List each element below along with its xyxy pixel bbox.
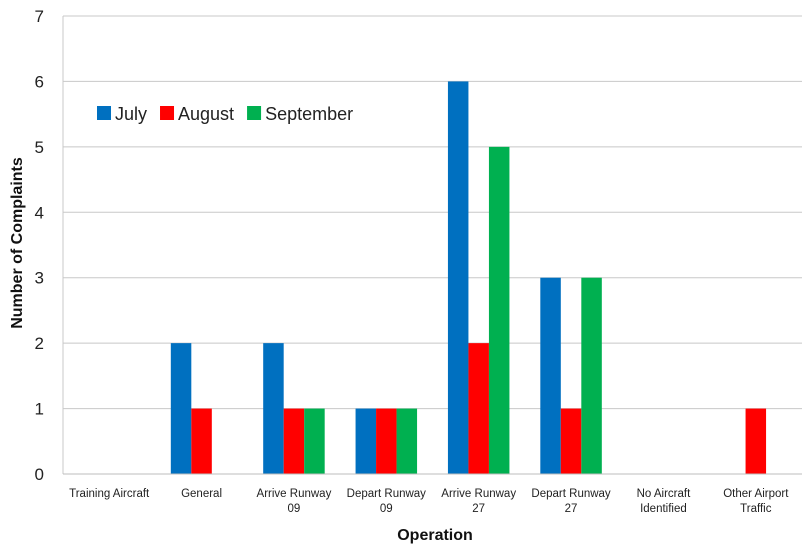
bar-august bbox=[191, 408, 212, 474]
x-tick-label: Traffic bbox=[740, 503, 772, 515]
bar-september bbox=[396, 408, 418, 474]
x-tick-labels: Training Aircraft General Arrive Runway 09 D… bbox=[69, 488, 789, 515]
x-tick-label: Arrive Runway bbox=[257, 488, 332, 500]
bar-july bbox=[263, 343, 284, 474]
y-tick-label: 1 bbox=[35, 400, 44, 419]
legend-swatch-september bbox=[247, 106, 262, 120]
bar-september bbox=[488, 146, 510, 474]
y-tick-label: 2 bbox=[35, 334, 44, 353]
x-axis-title: Operation bbox=[397, 527, 473, 544]
legend-swatch-august bbox=[160, 106, 175, 120]
x-tick-label: 27 bbox=[472, 503, 485, 515]
bar-august bbox=[468, 343, 489, 474]
x-tick-label: 09 bbox=[380, 503, 393, 515]
bar-september bbox=[581, 277, 602, 474]
bar-august bbox=[560, 408, 582, 474]
y-tick-labels: 0 1 2 3 4 5 6 7 bbox=[35, 7, 44, 484]
y-tick-label: 7 bbox=[35, 7, 44, 26]
y-tick-label: 4 bbox=[35, 203, 44, 222]
bar-july bbox=[447, 81, 469, 474]
legend-label-september: September bbox=[265, 104, 353, 124]
y-tick-label: 6 bbox=[35, 72, 44, 91]
y-tick-label: 5 bbox=[35, 138, 44, 157]
x-tick-label: Depart Runway bbox=[531, 488, 611, 500]
x-tick-label: 27 bbox=[565, 503, 578, 515]
bar-september bbox=[304, 408, 325, 474]
x-tick-label: General bbox=[181, 488, 222, 500]
y-tick-label: 0 bbox=[35, 465, 44, 484]
x-tick-label: Training Aircraft bbox=[69, 488, 150, 500]
x-tick-label: Depart Runway bbox=[347, 488, 427, 500]
legend: July August September bbox=[97, 104, 353, 124]
bar-july bbox=[170, 343, 192, 474]
bar-july bbox=[355, 408, 377, 474]
bars bbox=[170, 81, 767, 474]
bar-july bbox=[540, 277, 561, 474]
bar-august bbox=[376, 408, 397, 474]
x-tick-label: Identified bbox=[640, 503, 687, 515]
legend-swatch-july bbox=[97, 106, 111, 120]
bar-august bbox=[283, 408, 305, 474]
x-tick-label: No Aircraft bbox=[637, 488, 691, 500]
x-tick-label: Arrive Runway bbox=[441, 488, 516, 500]
x-tick-label: Other Airport bbox=[723, 488, 789, 500]
y-axis-title: Number of Complaints bbox=[9, 157, 26, 329]
x-tick-label: 09 bbox=[288, 503, 301, 515]
bar-august bbox=[745, 408, 767, 474]
y-tick-label: 3 bbox=[35, 269, 44, 288]
legend-label-august: August bbox=[178, 104, 234, 124]
legend-label-july: July bbox=[115, 104, 147, 124]
